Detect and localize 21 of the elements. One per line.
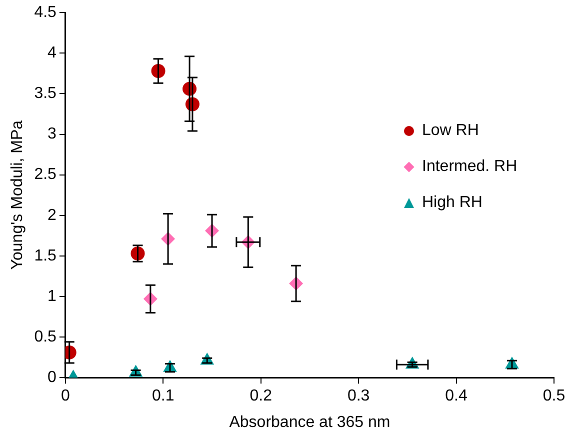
y-tick-label: 1 (48, 288, 57, 305)
y-tick-label: 1.5 (34, 247, 57, 264)
y-tick-label: 4.5 (34, 4, 57, 22)
x-axis-title: Absorbance at 365 nm (229, 414, 390, 431)
x-tick-label: 0.4 (445, 388, 468, 405)
y-tick-label: 2.5 (34, 166, 57, 184)
x-tick-label: 0.1 (152, 388, 174, 405)
legend-label: High RH (422, 194, 482, 212)
legend-label: Intermed. RH (422, 158, 518, 176)
y-tick-label: 2 (48, 206, 57, 224)
x-tick-label: 0 (60, 388, 70, 405)
y-tick-label: 0.5 (34, 328, 57, 346)
y-tick-label: 0 (48, 369, 57, 386)
x-tick-label: 0.3 (347, 388, 370, 405)
y-tick-label: 3 (48, 126, 57, 143)
x-tick-label: 0.5 (542, 388, 566, 405)
x-tick-label: 0.2 (250, 388, 272, 405)
y-axis-title: Young's Moduli, MPa (9, 120, 26, 270)
legend-label: Low RH (422, 122, 479, 140)
y-tick-label: 3.5 (34, 85, 57, 102)
y-tick-label: 4 (48, 44, 57, 62)
